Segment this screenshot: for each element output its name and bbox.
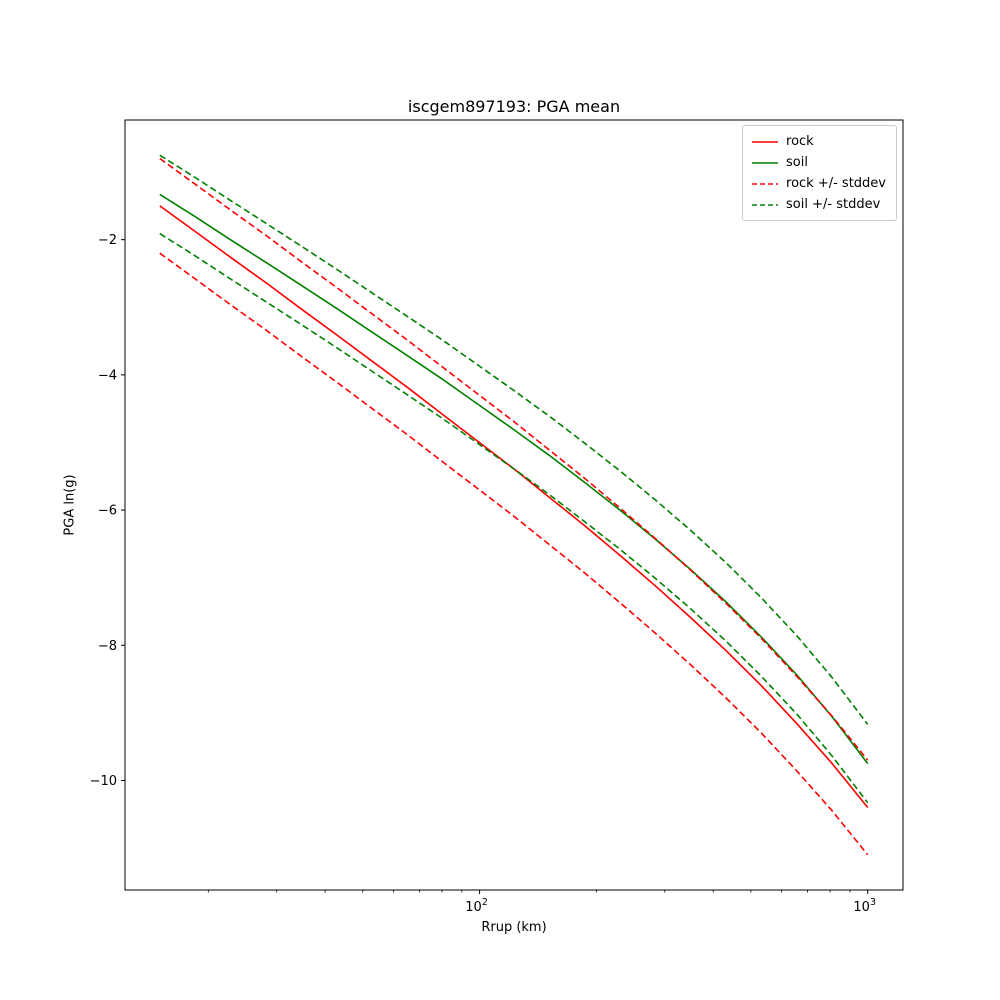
x-tick-label: 103 (853, 897, 876, 915)
y-tick-label: −6 (98, 504, 117, 519)
series-soil-minus-stddev (159, 232, 869, 804)
y-tick-label: −4 (98, 368, 117, 383)
series-rock-minus-stddev (159, 252, 869, 856)
y-tick-label: −10 (90, 774, 117, 789)
legend-label-rock: rock (786, 134, 814, 149)
chart-title: iscgem897193: PGA mean (407, 97, 621, 116)
soil-line-swatch (751, 157, 779, 169)
legend-label-rock-stddev: rock +/- stddev (786, 176, 886, 191)
series-soil (159, 193, 869, 765)
legend-label-soil-stddev: soil +/- stddev (786, 197, 881, 212)
rock-stddev-line-swatch (751, 178, 779, 190)
legend-item-soil-stddev: soil +/- stddev (751, 194, 886, 215)
y-axis-label: PGA ln(g) (62, 474, 78, 536)
soil-stddev-line-swatch (751, 199, 779, 211)
y-tick-label: −8 (98, 639, 117, 654)
x-axis-label: Rrup (km) (481, 920, 547, 935)
x-tick-label: 102 (465, 897, 488, 915)
legend: rock soil rock +/- stddev soil +/- stdde… (742, 125, 897, 221)
axes-frame (124, 119, 904, 891)
legend-item-soil: soil (751, 152, 886, 173)
rock-line-swatch (751, 136, 779, 148)
legend-label-soil: soil (786, 155, 808, 170)
series-rock-plus-stddev (159, 157, 869, 761)
legend-item-rock: rock (751, 131, 886, 152)
y-tick-label: −2 (98, 233, 117, 248)
series-soil-plus-stddev (159, 154, 869, 725)
legend-item-rock-stddev: rock +/- stddev (751, 173, 886, 194)
